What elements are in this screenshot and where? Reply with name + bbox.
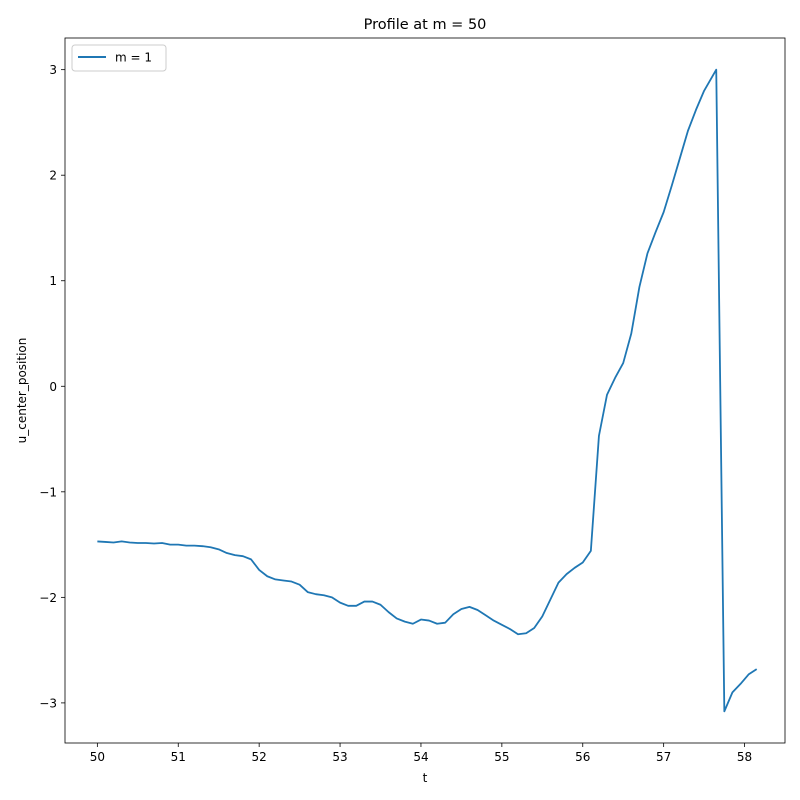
- x-tick-label: 55: [494, 750, 509, 764]
- x-tick-label: 54: [413, 750, 428, 764]
- series-layer: [97, 68, 758, 713]
- y-tick-label: 1: [49, 274, 57, 288]
- legend-frame: [71, 44, 167, 72]
- x-tick-label: 57: [656, 750, 671, 764]
- y-tick-label: 3: [49, 63, 57, 77]
- y-tick-label: −2: [39, 591, 57, 605]
- y-axis-title: u_center_position: [15, 338, 29, 444]
- plot-area: [64, 37, 786, 744]
- y-tick-label: 2: [49, 169, 57, 183]
- x-tick-label: 53: [332, 750, 347, 764]
- x-axis-title: t: [423, 771, 428, 785]
- y-axis: −3 −2 −1 0 1 2 3: [39, 63, 65, 710]
- series-line-0: [97, 68, 758, 713]
- x-tick-label: 51: [171, 750, 186, 764]
- x-tick-label: 50: [90, 750, 105, 764]
- x-tick-label: 58: [737, 750, 752, 764]
- y-tick-label: −3: [39, 696, 57, 710]
- legend: m = 1: [71, 44, 167, 72]
- y-tick-label: −1: [39, 485, 57, 499]
- x-tick-label: 56: [575, 750, 590, 764]
- y-tick-label: 0: [49, 380, 57, 394]
- x-axis: 50 51 52 53 54 55 56 57 58: [90, 743, 752, 764]
- chart-title: Profile at m = 50: [364, 17, 487, 33]
- legend-label: m = 1: [115, 51, 152, 65]
- x-tick-label: 52: [252, 750, 267, 764]
